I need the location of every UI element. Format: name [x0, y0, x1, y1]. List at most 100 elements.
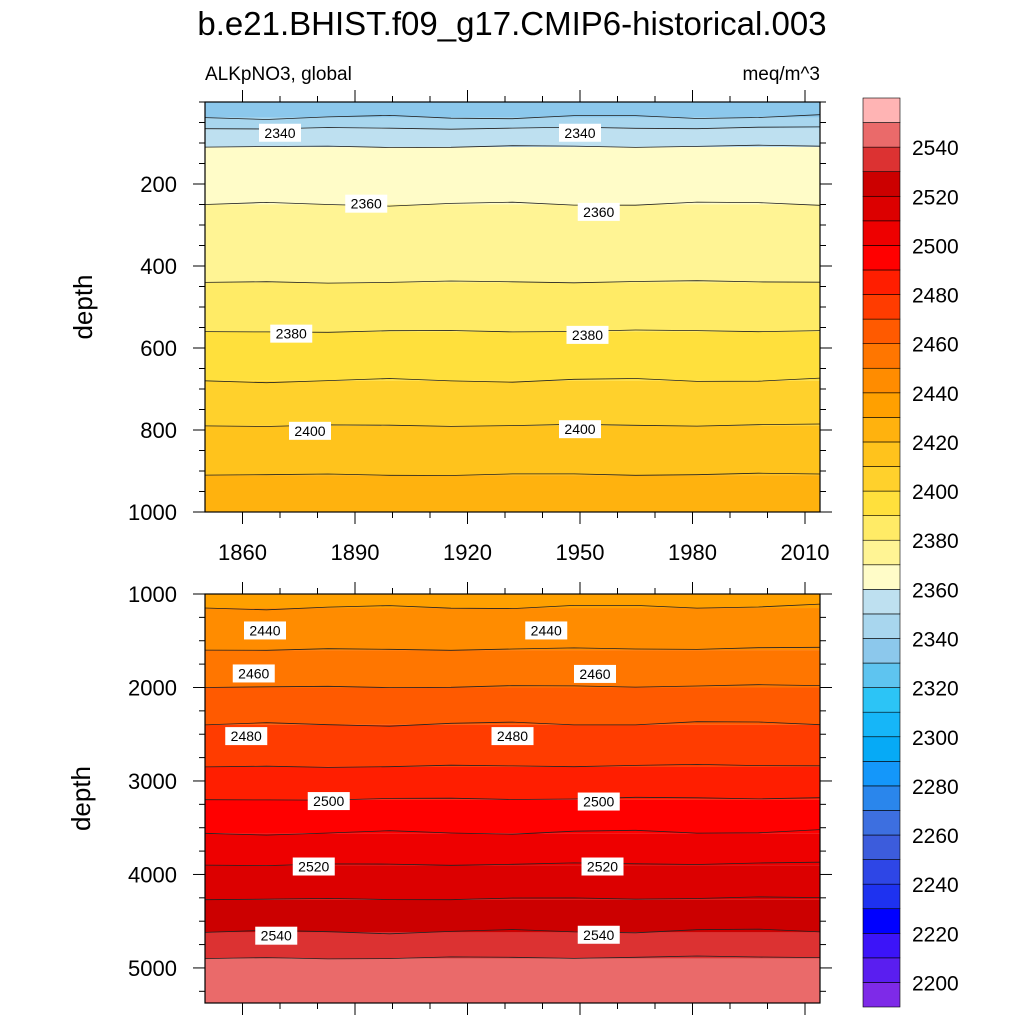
contour-band — [205, 282, 820, 332]
contour-band — [205, 380, 820, 426]
contour-line — [204, 721, 821, 727]
contour-label-text: 2520 — [298, 859, 329, 875]
colorbar-cell — [862, 417, 901, 443]
x-tick-label: 1980 — [668, 540, 717, 565]
contour-line — [204, 114, 821, 120]
contour-line — [204, 928, 821, 935]
panel-lower: 2440 2440 2460 2460 2480 2480 2500 2500 2520 2520… — [66, 582, 832, 1015]
y-tick-label: 1000 — [128, 582, 177, 607]
contour-label: 2360 — [577, 202, 620, 221]
colorbar-tick-label: 2460 — [912, 334, 959, 357]
colorbar-cell — [862, 761, 901, 787]
contour-label: 2500 — [307, 792, 350, 811]
y-tick-label: 400 — [140, 254, 177, 279]
contour-label-text: 2380 — [572, 327, 603, 343]
colorbar-cell — [862, 245, 901, 271]
colorbar-tick-label: 2280 — [912, 776, 959, 799]
contour-label: 2400 — [289, 421, 331, 440]
x-tick-label: 1950 — [556, 540, 605, 565]
contour-label-text: 2460 — [579, 666, 610, 682]
contour-label: 2520 — [292, 857, 335, 876]
colorbar-cell — [862, 711, 901, 738]
contour-label-text: 2500 — [583, 794, 614, 810]
contour-label: 2540 — [255, 926, 298, 945]
colorbar-cell — [862, 589, 901, 615]
plot-frame — [204, 593, 821, 1004]
contour-label-text: 2440 — [531, 622, 562, 638]
colorbar-tick-label: 2400 — [912, 481, 959, 504]
y-tick-label: 1000 — [128, 500, 177, 525]
colorbar-tick-label: 2300 — [912, 727, 959, 750]
colorbar-cell — [862, 97, 901, 123]
colorbar-cell — [862, 662, 901, 688]
x-tick-label: 1890 — [331, 540, 380, 565]
y-tick-label: 5000 — [128, 956, 177, 981]
contour-line — [204, 796, 821, 801]
contour-label-text: 2400 — [294, 423, 325, 439]
colorbar-cell — [862, 318, 901, 344]
contour-line — [204, 955, 821, 960]
colorbar: 2200 2220 2240 2260 2280 2300 2320 2340 2360 2380… — [862, 97, 959, 1008]
contour-label: 2340 — [259, 123, 301, 142]
colorbar-tick-label: 2360 — [912, 579, 959, 602]
colorbar-tick-label: 2340 — [912, 628, 959, 651]
contour-label-text: 2360 — [583, 204, 614, 220]
contour-band — [205, 899, 820, 933]
contour-label: 2360 — [345, 194, 388, 213]
colorbar-cell — [862, 343, 901, 369]
y-tick-label: 600 — [140, 336, 177, 361]
colorbar-cell — [862, 269, 901, 295]
contour-band — [205, 958, 820, 1003]
contour-line — [204, 280, 821, 284]
colorbar-tick-label: 2540 — [912, 137, 959, 160]
contour-band — [205, 766, 820, 800]
colorbar-tick-label: 2480 — [912, 285, 959, 308]
contour-label: 2520 — [581, 857, 624, 876]
y-tick-label: 4000 — [128, 862, 177, 887]
contour-label-text: 2340 — [264, 125, 295, 141]
colorbar-cell — [862, 122, 901, 148]
chart-title: b.e21.BHIST.f09_g17.CMIP6-historical.003 — [197, 5, 826, 42]
colorbar-cell — [862, 736, 901, 762]
colorbar-tick-label: 2240 — [912, 874, 959, 897]
contour-label: 2460 — [574, 664, 616, 683]
contour-label-text: 2340 — [564, 125, 595, 141]
colorbar-cell — [862, 146, 901, 173]
contour-band — [205, 932, 820, 959]
contour-line — [204, 144, 821, 148]
contour-band — [205, 117, 820, 129]
panel-subtitle-units: meq/m^3 — [742, 64, 820, 85]
contour-label: 2480 — [225, 727, 268, 746]
contour-band — [205, 475, 820, 512]
contour-band — [205, 799, 820, 834]
colorbar-cell — [862, 441, 901, 467]
contour-line — [204, 603, 821, 611]
contour-label: 2400 — [559, 420, 601, 439]
contour-band — [205, 608, 820, 651]
contour-label: 2440 — [244, 621, 286, 640]
contour-line — [204, 201, 821, 207]
contour-label-text: 2480 — [497, 728, 528, 744]
colorbar-tick-label: 2420 — [912, 432, 959, 455]
x-tick-label: 1920 — [443, 540, 492, 565]
colorbar-tick-label: 2200 — [912, 972, 959, 995]
contour-label: 2380 — [566, 325, 609, 344]
contour-line — [204, 126, 821, 130]
contour-line — [204, 377, 821, 384]
panels-layer: 2340 2340 2360 2360 2380 2380 2400 2400 200 400 60… — [66, 90, 832, 1015]
colorbar-cell — [862, 883, 901, 910]
y-tick-label: 800 — [140, 418, 177, 443]
y-tick-label: 2000 — [128, 675, 177, 700]
x-tick-label: 2010 — [781, 540, 830, 565]
contour-label-text: 2480 — [231, 728, 262, 744]
contour-band — [205, 102, 820, 118]
y-axis-label: depth — [66, 766, 96, 831]
contour-label-text: 2440 — [249, 622, 280, 638]
colorbar-cell — [862, 638, 901, 664]
colorbar-cell — [862, 859, 901, 885]
colorbar-cell — [862, 957, 901, 983]
contour-label: 2440 — [525, 621, 568, 640]
colorbar-tick-label: 2220 — [912, 923, 959, 946]
colorbar-cell — [862, 810, 901, 836]
